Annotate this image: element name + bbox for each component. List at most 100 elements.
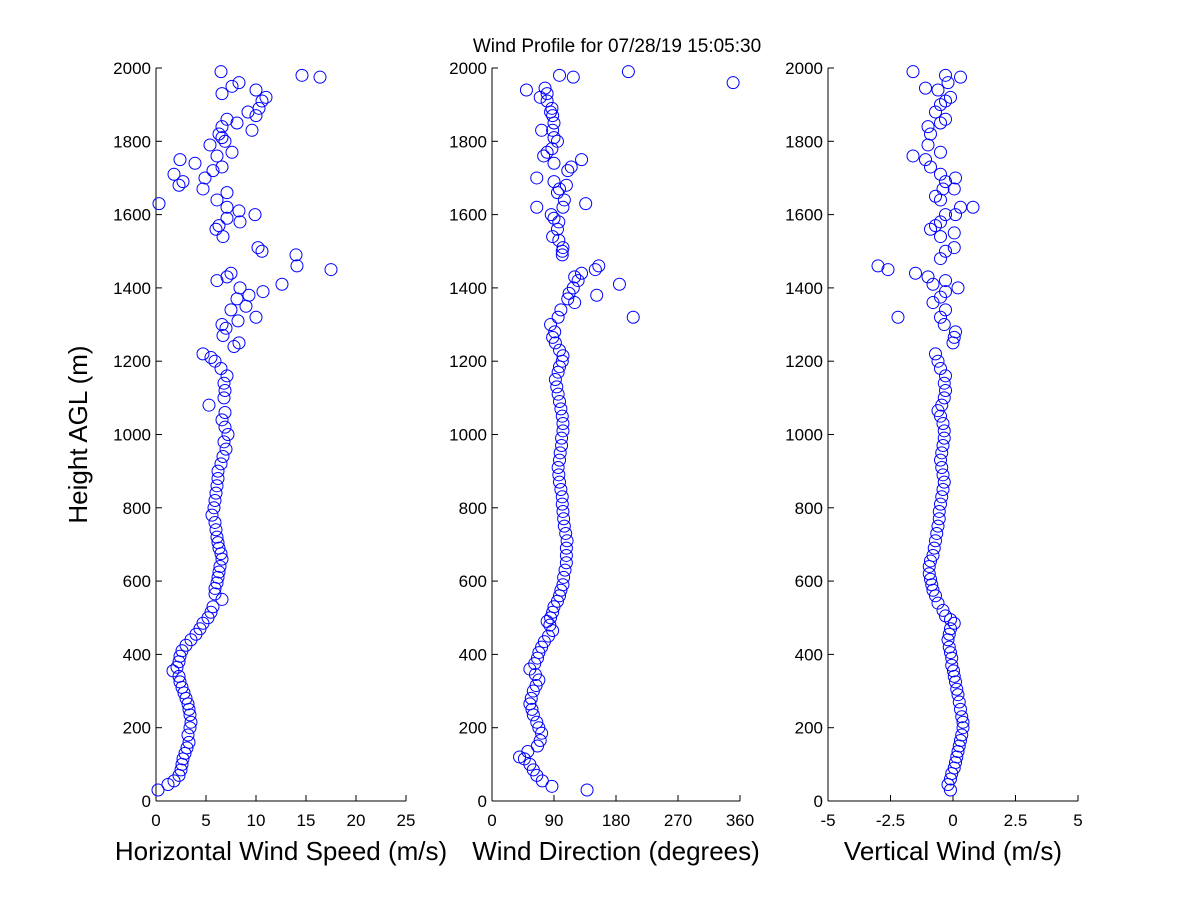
direction-data-point xyxy=(545,101,559,115)
vertical-data-point xyxy=(944,90,957,104)
vertical-data-point xyxy=(924,127,937,141)
speed-y-tick-label: 200 xyxy=(123,719,151,738)
speed-x-axis-label: Horizontal Wind Speed (m/s) xyxy=(115,836,447,866)
direction-x-tick-label: 180 xyxy=(602,811,630,830)
vertical-data-point xyxy=(919,153,932,167)
direction-data-point xyxy=(544,318,558,332)
direction-data-point xyxy=(588,263,602,277)
vertical-y-tick-label: 800 xyxy=(795,499,823,518)
direction-data-point xyxy=(521,745,535,759)
speed-x-tick-label: 25 xyxy=(397,811,416,830)
vertical-y-tick-label: 400 xyxy=(795,645,823,664)
direction-data-point xyxy=(590,288,604,302)
vertical-data-point xyxy=(955,728,969,742)
vertical-data-point xyxy=(939,369,952,383)
speed-data-point xyxy=(209,523,223,537)
vertical-x-tick-label: -2.5 xyxy=(876,811,905,830)
vertical-data-point xyxy=(939,303,952,317)
vertical-data-point xyxy=(929,105,942,119)
vertical-data-point xyxy=(929,347,942,361)
vertical-data-point xyxy=(936,417,950,431)
speed-panel: 0 200 400 600 800 1000 1200 1400 1600 1800 2000 0 5 1… xyxy=(63,59,447,866)
speed-y-tick-label: 2000 xyxy=(113,59,151,78)
speed-data-point xyxy=(209,486,223,500)
speed-data-point xyxy=(202,398,216,412)
speed-data-point xyxy=(212,127,226,141)
speed-data-point xyxy=(166,664,180,678)
speed-data-point xyxy=(232,336,246,350)
speed-data-point xyxy=(219,321,233,335)
vertical-data-point xyxy=(936,482,950,496)
vertical-data-point xyxy=(939,384,952,398)
vertical-data-point xyxy=(949,208,962,222)
speed-data-point xyxy=(249,83,263,97)
speed-data-point xyxy=(217,435,231,449)
vertical-x-tick-label: -5 xyxy=(820,811,835,830)
vertical-data-point xyxy=(949,675,962,689)
direction-data-point xyxy=(546,109,560,123)
figure-title: Wind Profile for 07/28/19 15:05:30 xyxy=(473,36,761,57)
vertical-y-tick-label: 1000 xyxy=(785,426,823,445)
vertical-data-point xyxy=(934,497,947,511)
vertical-data-point xyxy=(937,318,951,332)
direction-data-point xyxy=(540,87,554,101)
speed-data-point xyxy=(173,675,187,689)
direction-data-point xyxy=(553,475,567,489)
direction-data-point xyxy=(547,131,561,145)
speed-data-point xyxy=(259,90,273,104)
direction-y-tick-label: 1400 xyxy=(449,279,487,298)
vertical-data-point xyxy=(929,534,942,548)
speed-data-point xyxy=(212,541,226,555)
speed-data-point xyxy=(215,413,229,427)
direction-x-tick-label: 270 xyxy=(664,811,692,830)
speed-data-point xyxy=(208,354,222,368)
direction-y-tick-label: 2000 xyxy=(449,59,487,78)
vertical-data-point xyxy=(932,512,946,526)
vertical-points xyxy=(871,65,980,797)
speed-data-point xyxy=(167,167,181,181)
direction-data-point xyxy=(540,614,554,628)
speed-data-point xyxy=(295,68,309,82)
direction-data-point xyxy=(530,200,544,214)
speed-data-point xyxy=(182,735,196,749)
speed-data-point xyxy=(214,457,228,471)
vertical-data-point xyxy=(951,688,965,702)
speed-data-point xyxy=(212,565,226,579)
vertical-data-point xyxy=(947,182,961,196)
direction-data-point xyxy=(543,618,557,632)
speed-data-point xyxy=(207,501,221,515)
direction-y-tick-label: 200 xyxy=(459,719,487,738)
vertical-y-tick-label: 1600 xyxy=(785,206,823,225)
vertical-x-tick-label: 5 xyxy=(1073,811,1082,830)
speed-data-point xyxy=(233,281,247,295)
direction-y-tick-label: 400 xyxy=(459,645,487,664)
speed-data-point xyxy=(206,600,220,614)
direction-data-point xyxy=(557,193,571,207)
direction-data-point xyxy=(523,697,537,711)
direction-data-point xyxy=(551,460,565,474)
vertical-data-point xyxy=(954,734,967,748)
direction-data-point xyxy=(559,556,573,570)
direction-data-point xyxy=(554,303,568,317)
speed-data-point xyxy=(152,197,166,211)
speed-data-point xyxy=(224,303,238,317)
direction-data-point xyxy=(547,156,561,170)
speed-data-point xyxy=(173,153,187,167)
vertical-data-point xyxy=(942,640,956,654)
speed-points xyxy=(151,65,338,797)
direction-data-point xyxy=(551,310,565,324)
direction-data-point xyxy=(545,779,559,793)
speed-y-axis-label: Height AGL (m) xyxy=(63,345,93,523)
vertical-data-point xyxy=(949,325,962,339)
speed-data-point xyxy=(210,274,224,288)
speed-data-point xyxy=(204,351,218,365)
vertical-data-point xyxy=(922,567,936,581)
vertical-data-point xyxy=(934,409,947,423)
direction-data-point xyxy=(535,123,549,137)
vertical-data-point xyxy=(921,138,935,152)
speed-y-tick-label: 800 xyxy=(123,499,151,518)
speed-data-point xyxy=(230,116,244,130)
speed-data-point xyxy=(290,259,304,273)
speed-data-point xyxy=(210,479,224,493)
vertical-data-point xyxy=(921,120,935,134)
